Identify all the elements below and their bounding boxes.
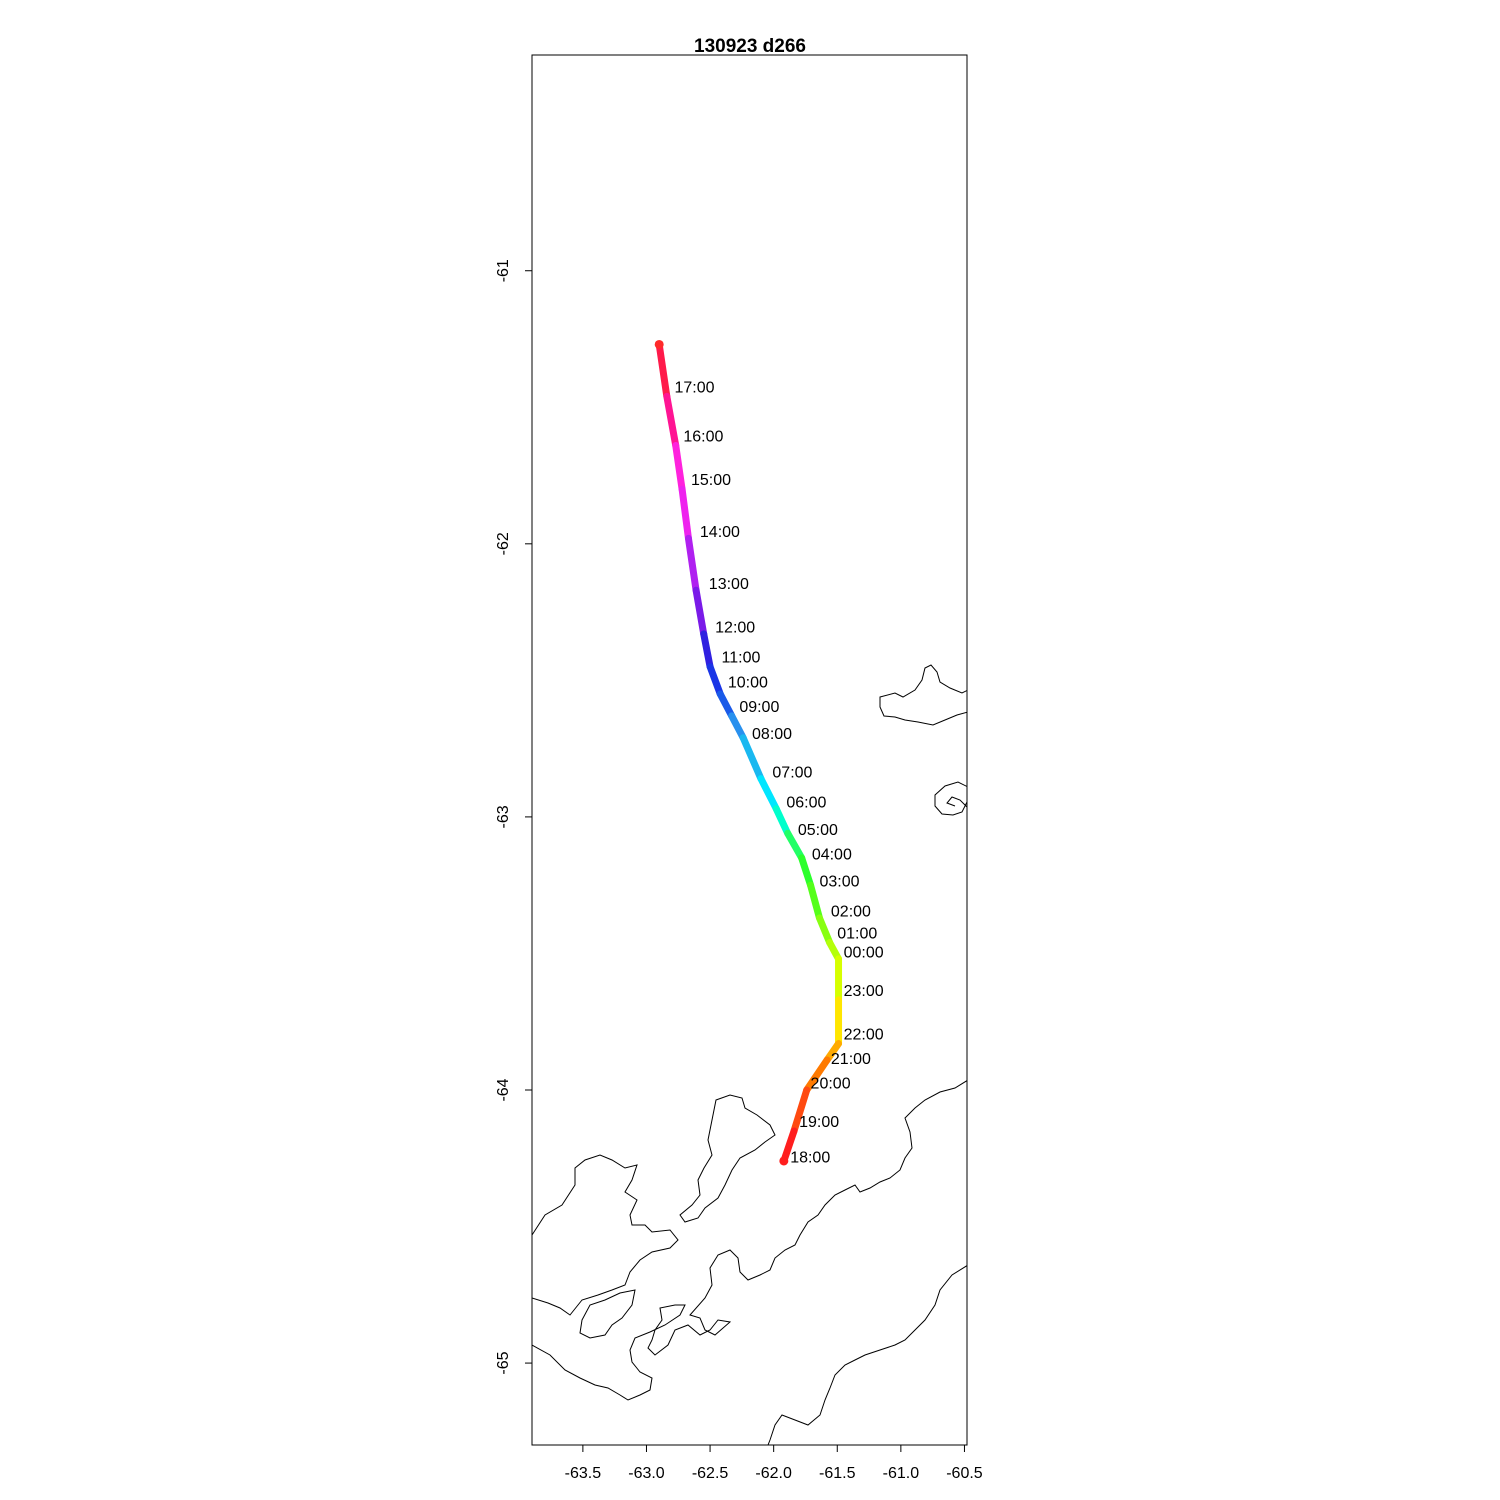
time-label: 12:00 (715, 620, 755, 637)
time-label: 01:00 (837, 926, 877, 943)
ship-track (654, 339, 843, 1166)
map-title: 130923 d266 (694, 36, 806, 57)
track-segment (716, 690, 736, 720)
track-segment (790, 1086, 811, 1135)
y-tick-label: -61 (495, 259, 512, 282)
time-label: 07:00 (772, 764, 812, 781)
time-label: 18:00 (790, 1149, 830, 1166)
time-label: 20:00 (811, 1076, 851, 1093)
time-label: 17:00 (674, 379, 714, 396)
time-label: 08:00 (752, 726, 792, 743)
x-tick-label: -60.5 (946, 1465, 983, 1482)
time-label: 14:00 (700, 524, 740, 541)
track-segment (780, 1127, 798, 1165)
x-tick-label: -62.5 (692, 1465, 729, 1482)
track-segment (684, 534, 700, 594)
time-label: 15:00 (691, 472, 731, 489)
track-start-point (779, 1156, 789, 1166)
time-label: 21:00 (831, 1051, 871, 1068)
track-segment (706, 663, 724, 698)
coastline-peninsula-south (532, 1080, 967, 1401)
coastline-islet-east (934, 781, 967, 816)
track-segment (700, 630, 714, 671)
time-label: 22:00 (844, 1027, 884, 1044)
x-tick-label: -62.0 (755, 1465, 792, 1482)
x-axis: -63.5 -63.0 -62.5 -62.0 -61.5 -61.0 -60.5 (565, 1444, 983, 1482)
time-label: 05:00 (798, 822, 838, 839)
coastline-layer (532, 664, 967, 1445)
coastline-islet-southwest (579, 1289, 636, 1339)
y-axis: -61 -62 -63 -64 -65 (495, 259, 533, 1375)
time-label: 03:00 (819, 874, 859, 891)
track-segment (757, 775, 780, 813)
coastline-island-central (679, 1094, 776, 1223)
y-tick-label: -63 (495, 805, 512, 828)
track-segment (772, 805, 792, 837)
time-label: 10:00 (728, 674, 768, 691)
track-segment (728, 712, 747, 742)
y-tick-label: -65 (495, 1351, 512, 1374)
track-segment (692, 586, 708, 638)
time-label: 23:00 (844, 983, 884, 1000)
track-segment (803, 1056, 831, 1094)
track-segment (663, 392, 680, 450)
time-label: 09:00 (739, 699, 779, 716)
time-label: 00:00 (844, 945, 884, 962)
time-label: 16:00 (683, 429, 723, 446)
track-end-point (654, 339, 664, 349)
coastline-island-northeast (879, 664, 967, 726)
time-label: 13:00 (709, 576, 749, 593)
track-segment (815, 914, 834, 947)
coastline-south-mainland (767, 1265, 967, 1445)
track-segment (784, 829, 806, 862)
track-segment (798, 854, 815, 889)
x-tick-label: -61.5 (819, 1465, 856, 1482)
time-label: 11:00 (722, 650, 761, 667)
x-tick-label: -63.0 (628, 1465, 665, 1482)
track-segment (672, 442, 686, 493)
time-label: 02:00 (831, 904, 871, 921)
x-tick-label: -63.5 (565, 1465, 602, 1482)
x-tick-label: -61.0 (883, 1465, 920, 1482)
time-label: 19:00 (799, 1114, 839, 1131)
coastline-island-west (532, 1154, 679, 1316)
y-tick-label: -64 (495, 1078, 512, 1101)
track-segment (739, 734, 765, 783)
y-tick-label: -62 (495, 532, 512, 555)
time-label-layer: 17:00 16:00 15:00 14:00 13:00 12:00 11:00 10:00… (674, 379, 883, 1166)
time-label: 04:00 (812, 846, 852, 863)
track-segment (807, 881, 823, 922)
track-segment (655, 340, 671, 400)
track-segment (678, 485, 692, 542)
time-label: 06:00 (786, 794, 826, 811)
